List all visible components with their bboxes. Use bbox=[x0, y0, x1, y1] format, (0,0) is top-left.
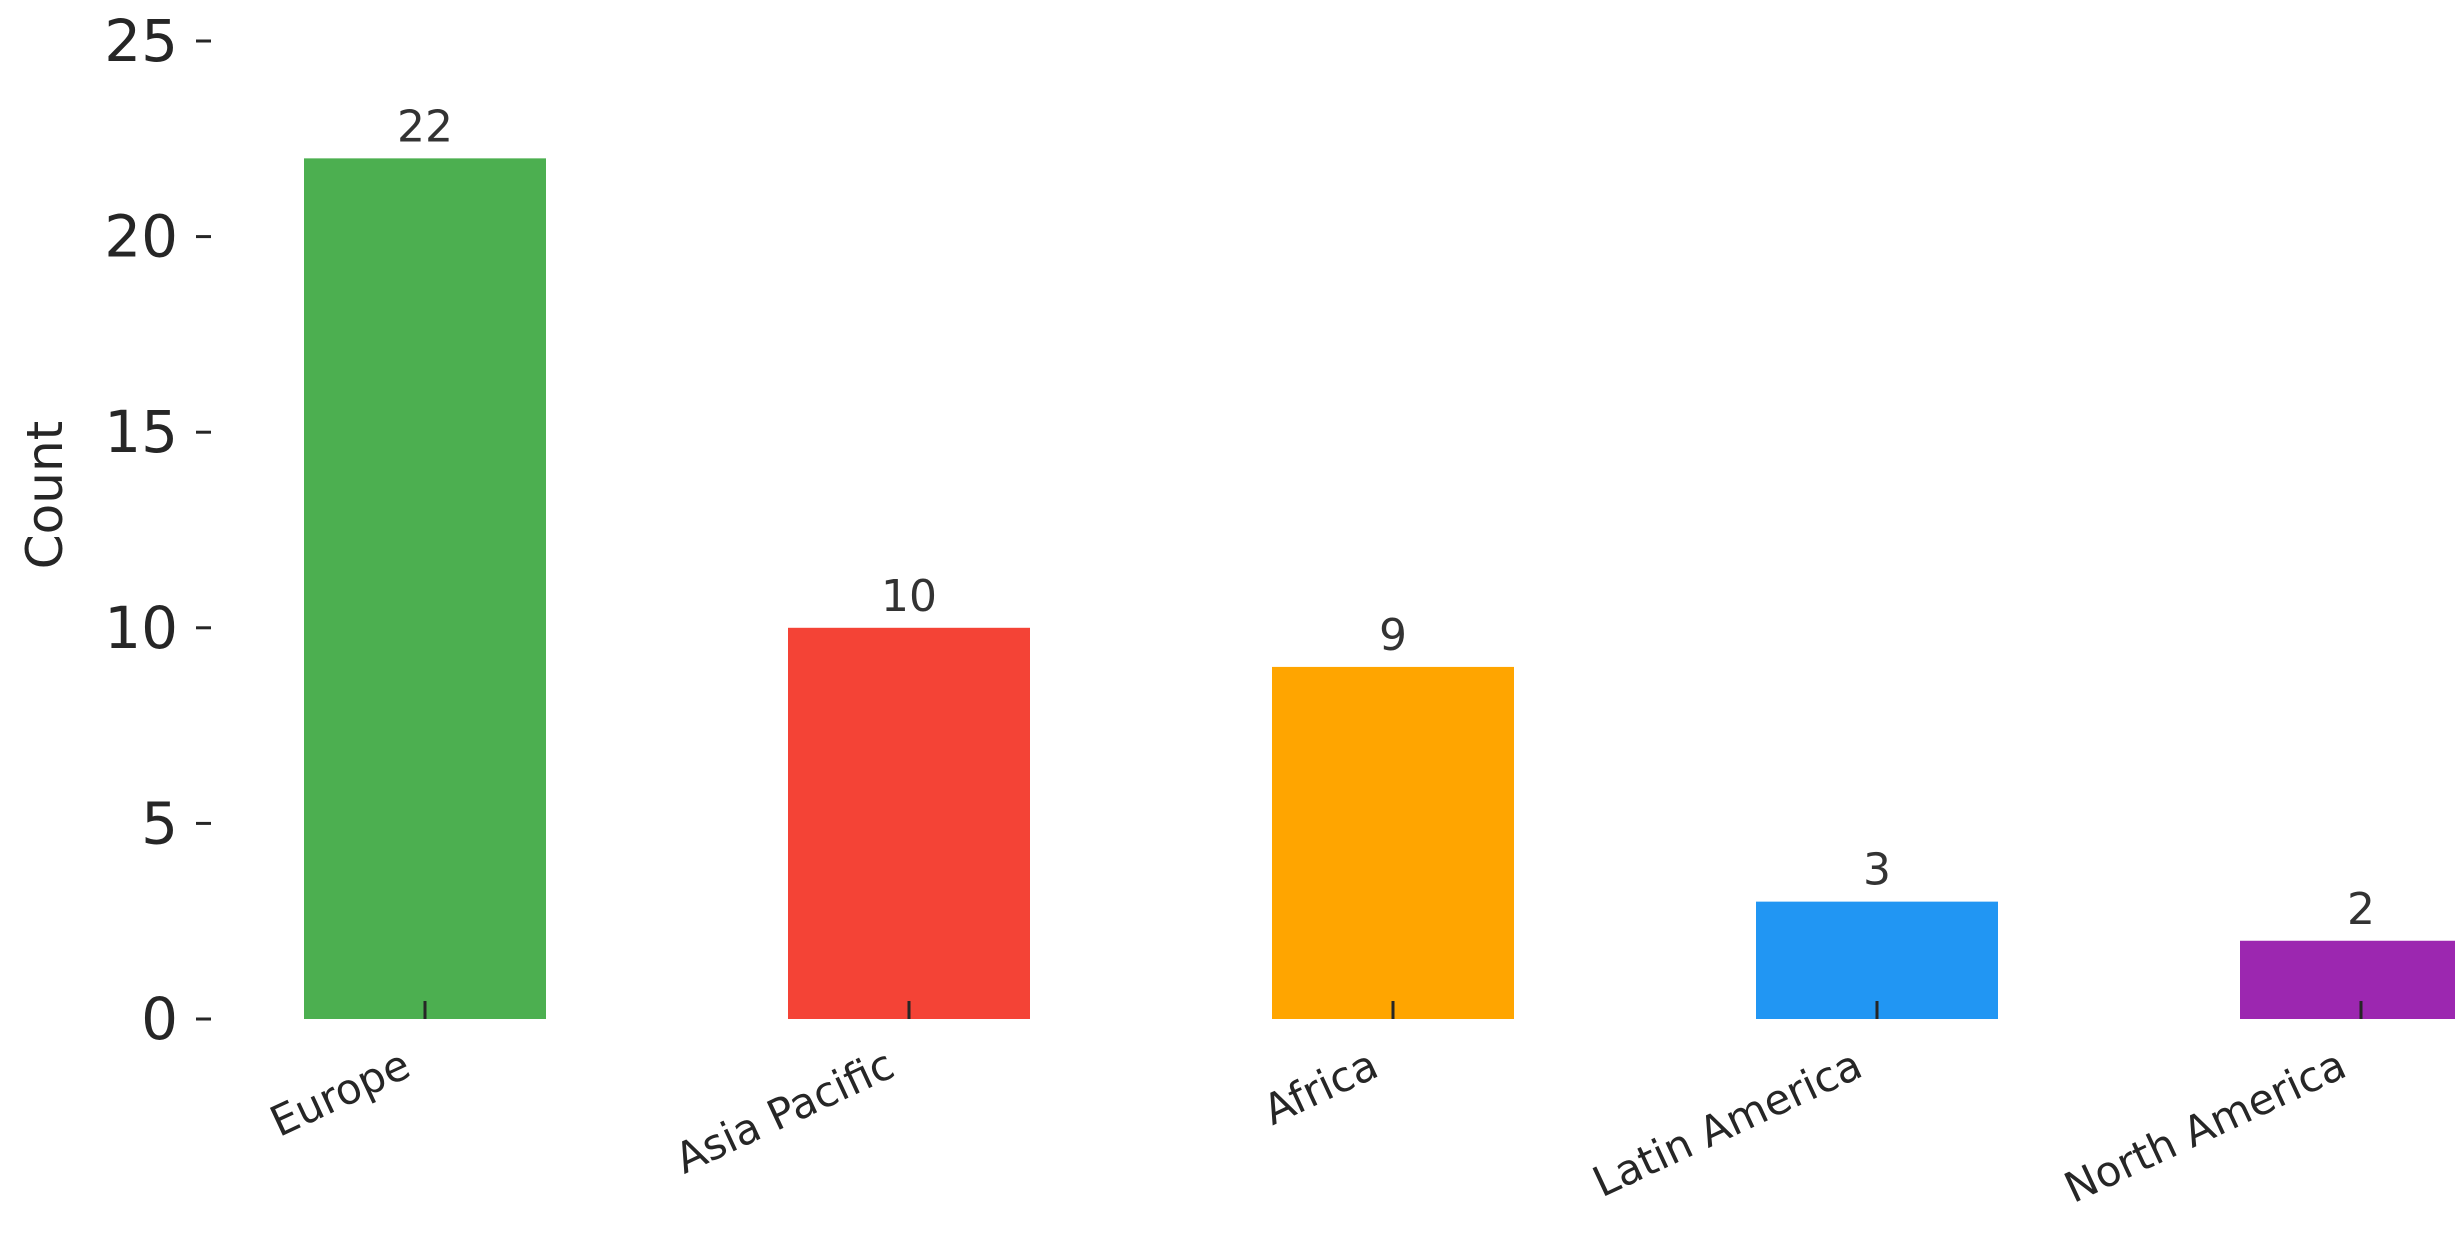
bar-value-label: 9 bbox=[1379, 610, 1407, 661]
x-axis: Europe Asia Pacific Africa Latin America Nor… bbox=[263, 1001, 2363, 1213]
y-axis: 0 5 10 15 20 25 bbox=[104, 7, 211, 1053]
y-tick-label: 20 bbox=[104, 203, 178, 271]
y-tick-label: 5 bbox=[141, 789, 178, 857]
bar bbox=[1756, 901, 1998, 1019]
bars bbox=[304, 158, 2455, 1020]
x-category-label: Asia Pacific bbox=[668, 1040, 902, 1184]
x-category-label: North America bbox=[2057, 1040, 2353, 1213]
bar bbox=[1272, 666, 1514, 1019]
bar-value-label: 3 bbox=[1863, 845, 1891, 896]
bar-value-label: 10 bbox=[881, 571, 937, 622]
y-tick-label: 25 bbox=[104, 7, 178, 75]
bar-value-label: 22 bbox=[397, 101, 453, 152]
value-labels: 22 10 9 3 2 bbox=[397, 101, 2375, 934]
x-category-label: Europe bbox=[263, 1040, 418, 1147]
x-category-label: Africa bbox=[1256, 1040, 1385, 1135]
x-category-label: Latin America bbox=[1585, 1040, 1869, 1207]
y-tick-label: 0 bbox=[141, 985, 178, 1053]
bar bbox=[304, 158, 546, 1020]
bar-value-label: 2 bbox=[2347, 884, 2375, 935]
y-tick-label: 10 bbox=[104, 594, 178, 662]
y-axis-label: Count bbox=[16, 421, 74, 570]
bar bbox=[788, 627, 1030, 1019]
bar bbox=[2240, 940, 2455, 1019]
y-tick-label: 15 bbox=[104, 398, 178, 466]
